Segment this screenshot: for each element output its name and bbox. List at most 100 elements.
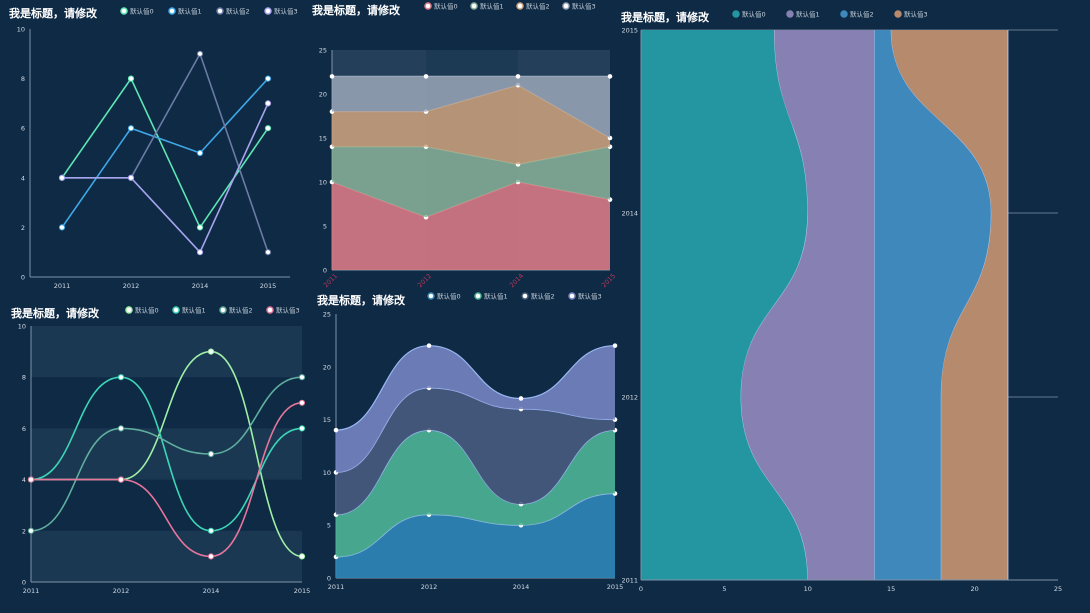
x-tick-label: 2012 (421, 583, 438, 591)
legend-label: 默认值3 (578, 292, 602, 301)
grid-band (31, 530, 302, 582)
chart-title: 我是标题，请修改 (312, 4, 400, 17)
series-area (332, 182, 610, 270)
chart-panel-1: 我是标题，请修改 0 2 4 6 8 10 2011 2012 2014 2015 默认值0 默认值1… (0, 0, 310, 300)
data-point (196, 249, 204, 256)
series-line (61, 76, 269, 230)
x-tick-label: 15 (887, 585, 895, 593)
chart-1: 0 2 4 6 8 10 2011 2012 2014 2015 默认值0 默认值1 默认值2 默认值3 (17, 7, 298, 291)
data-point (607, 74, 613, 79)
data-point (612, 343, 618, 348)
series-line (335, 345, 616, 431)
y-tick-label: 10 (17, 26, 25, 34)
legend-label: 默认值3 (274, 7, 298, 16)
x-tick-label: 2015 (294, 587, 311, 595)
x-tick-label: 2011 (328, 583, 345, 591)
data-point (117, 425, 125, 432)
series-area (332, 146, 610, 218)
chart-panel-4: 我是标题，请修改 0 5 10 15 20 25 2011 2012 2014 2015 默认值0 默… (310, 290, 624, 613)
series-line (30, 376, 303, 532)
data-point (264, 75, 272, 82)
data-point (423, 74, 429, 79)
y-tick-label: 6 (21, 125, 25, 133)
y-tick-label: 2012 (621, 394, 638, 402)
legend-label: 默认值2 (226, 7, 250, 16)
series-area (336, 430, 615, 557)
y-tick-label: 2014 (621, 210, 638, 218)
chart-title: 我是标题，请修改 (621, 11, 709, 24)
series-area (741, 30, 875, 580)
legend-marker (568, 292, 576, 300)
y-tick-label: 10 (319, 179, 327, 187)
x-tick-label: 2014 (508, 272, 525, 289)
y-tick-label: 5 (323, 223, 327, 231)
series-area (332, 85, 610, 165)
x-tick-label: 2012 (416, 272, 433, 289)
x-tick-label: 2015 (607, 583, 624, 591)
legend-marker (424, 2, 432, 10)
legend-label: 默认值3 (904, 10, 928, 19)
data-point (58, 174, 66, 181)
x-tick-label: 2014 (192, 282, 209, 290)
data-point (27, 476, 35, 483)
legend-marker (516, 2, 524, 10)
data-point (298, 399, 306, 406)
legend-marker (168, 7, 176, 15)
series-area (336, 387, 615, 515)
y-tick-label: 10 (18, 323, 26, 331)
series-area (332, 76, 610, 138)
legend-label: 默认值3 (572, 2, 596, 11)
data-point (515, 74, 521, 79)
legend-marker (474, 292, 482, 300)
series-line (335, 387, 616, 473)
series-area (336, 345, 615, 473)
y-tick-label: 2011 (621, 577, 638, 585)
legend-marker (125, 306, 133, 314)
legend-marker (470, 2, 478, 10)
y-tick-label: 6 (22, 425, 26, 433)
data-point (298, 425, 306, 432)
legend-marker (427, 292, 435, 300)
x-tick-label: 2011 (322, 272, 339, 289)
legend-label: 默认值0 (742, 10, 766, 19)
x-tick-label: 2014 (513, 583, 530, 591)
data-point (207, 450, 215, 458)
chart-panel-3: 我是标题，请修改 0 2 4 6 8 10 2011 2012 2014 2015 默认值0 默认值1… (0, 300, 310, 613)
y-tick-label: 0 (22, 579, 26, 587)
legend-marker (172, 306, 180, 314)
series-area (891, 30, 1008, 580)
grid-band (31, 326, 302, 378)
series-line (62, 103, 269, 254)
x-tick-label: 2012 (113, 587, 130, 595)
y-tick-label: 25 (319, 47, 327, 55)
legend-label: 默认值1 (182, 306, 206, 315)
data-point (264, 100, 272, 107)
data-point (127, 125, 135, 132)
data-point (117, 374, 125, 381)
legend-label: 默认值0 (434, 2, 458, 11)
y-tick-label: 25 (323, 311, 331, 319)
legend-marker (264, 7, 272, 15)
x-tick-label: 2012 (123, 282, 140, 290)
y-tick-label: 0 (21, 274, 25, 282)
data-point (207, 348, 215, 355)
x-tick-label: 5 (722, 585, 726, 593)
y-tick-label: 0 (327, 575, 331, 583)
y-tick-label: 10 (323, 469, 331, 477)
y-tick-label: 2015 (621, 27, 638, 35)
chart-title: 我是标题，请修改 (317, 294, 405, 307)
legend-label: 默认值2 (531, 292, 555, 301)
data-point (58, 224, 66, 231)
series-area (641, 30, 808, 580)
legend-marker (120, 7, 128, 15)
chart-3: 0 2 4 6 8 10 2011 2012 2014 2015 默认值0 默认值1 默认值2 默认值3 (18, 306, 311, 596)
data-point (127, 174, 135, 181)
x-tick-label: 20 (970, 585, 978, 593)
legend-label: 默认值0 (130, 7, 154, 16)
y-tick-label: 0 (323, 267, 327, 275)
legend-label: 默认值0 (135, 306, 159, 315)
legend-marker (732, 10, 740, 18)
data-point (196, 50, 204, 57)
data-point (27, 527, 35, 534)
chart-4: 0 5 10 15 20 25 2011 2012 2014 2015 默认值0 默认值1 默认值2 默认… (323, 292, 624, 592)
